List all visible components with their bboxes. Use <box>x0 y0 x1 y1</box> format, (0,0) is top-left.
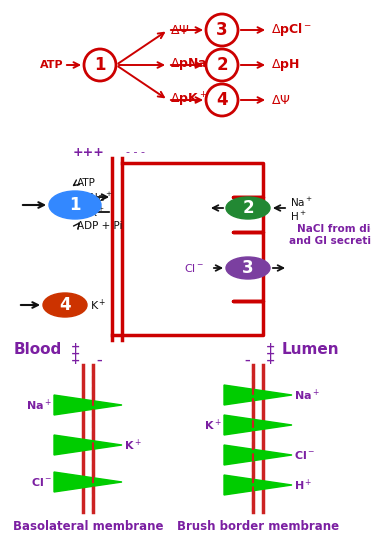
Ellipse shape <box>226 197 270 219</box>
Text: +: + <box>71 356 80 366</box>
Text: Cl$^-$: Cl$^-$ <box>31 476 52 488</box>
Text: Na$^+$: Na$^+$ <box>26 398 52 413</box>
Text: NaCl from diet
and GI secretions: NaCl from diet and GI secretions <box>289 224 371 246</box>
Polygon shape <box>224 415 292 435</box>
Ellipse shape <box>49 191 101 219</box>
Text: +: + <box>71 342 80 352</box>
Text: –: – <box>244 356 250 366</box>
Circle shape <box>206 49 238 81</box>
Text: H$^+$: H$^+$ <box>294 477 312 493</box>
Text: ADP + Pi: ADP + Pi <box>77 221 122 231</box>
Text: $\Delta$pH: $\Delta$pH <box>271 57 300 73</box>
Text: K$^+$: K$^+$ <box>124 437 142 452</box>
Text: Lumen: Lumen <box>281 343 339 357</box>
Polygon shape <box>224 445 292 465</box>
Text: 4: 4 <box>216 91 228 109</box>
Text: +: + <box>266 349 275 359</box>
Polygon shape <box>54 472 122 492</box>
Text: 1: 1 <box>69 196 81 214</box>
Polygon shape <box>54 435 122 455</box>
Text: $\Delta$pCl$^-$: $\Delta$pCl$^-$ <box>271 22 312 39</box>
Text: Cl$^-$: Cl$^-$ <box>184 262 204 274</box>
Text: 2: 2 <box>242 199 254 217</box>
Text: 1: 1 <box>94 56 106 74</box>
Text: K$^+$: K$^+$ <box>90 298 106 313</box>
Text: 4: 4 <box>59 296 71 314</box>
Text: $\Delta$pK$^+$: $\Delta$pK$^+$ <box>170 91 207 109</box>
Text: ATP: ATP <box>40 60 64 70</box>
Text: 2K$^+$: 2K$^+$ <box>83 206 105 218</box>
Text: $\Delta\Psi$: $\Delta\Psi$ <box>170 24 190 37</box>
Text: 2: 2 <box>216 56 228 74</box>
Text: +: + <box>266 342 275 352</box>
Text: Blood: Blood <box>14 343 62 357</box>
Text: +: + <box>71 349 80 359</box>
Circle shape <box>206 84 238 116</box>
Text: –: – <box>96 356 102 366</box>
Text: Na$^+$: Na$^+$ <box>290 195 313 209</box>
Text: 3: 3 <box>216 21 228 39</box>
Text: 3: 3 <box>242 259 254 277</box>
Text: Basolateral membrane: Basolateral membrane <box>13 520 163 533</box>
Text: $\Delta\Psi$: $\Delta\Psi$ <box>271 94 290 107</box>
Text: - - -: - - - <box>126 147 145 157</box>
Circle shape <box>206 14 238 46</box>
Polygon shape <box>224 385 292 405</box>
Text: +++: +++ <box>72 145 104 159</box>
Text: H$^+$: H$^+$ <box>290 209 307 223</box>
Text: $\Delta$pNa$^+$: $\Delta$pNa$^+$ <box>170 56 217 74</box>
Text: 3Na$^+$: 3Na$^+$ <box>83 190 112 203</box>
Text: ATP: ATP <box>77 178 96 188</box>
Text: Brush border membrane: Brush border membrane <box>177 520 339 533</box>
Ellipse shape <box>43 293 87 317</box>
Circle shape <box>84 49 116 81</box>
Text: +: + <box>266 356 275 366</box>
Text: Cl$^-$: Cl$^-$ <box>294 449 315 461</box>
Polygon shape <box>224 475 292 495</box>
Text: Na$^+$: Na$^+$ <box>294 387 320 402</box>
Text: K$^+$: K$^+$ <box>204 417 222 433</box>
Polygon shape <box>54 395 122 415</box>
Ellipse shape <box>226 257 270 279</box>
